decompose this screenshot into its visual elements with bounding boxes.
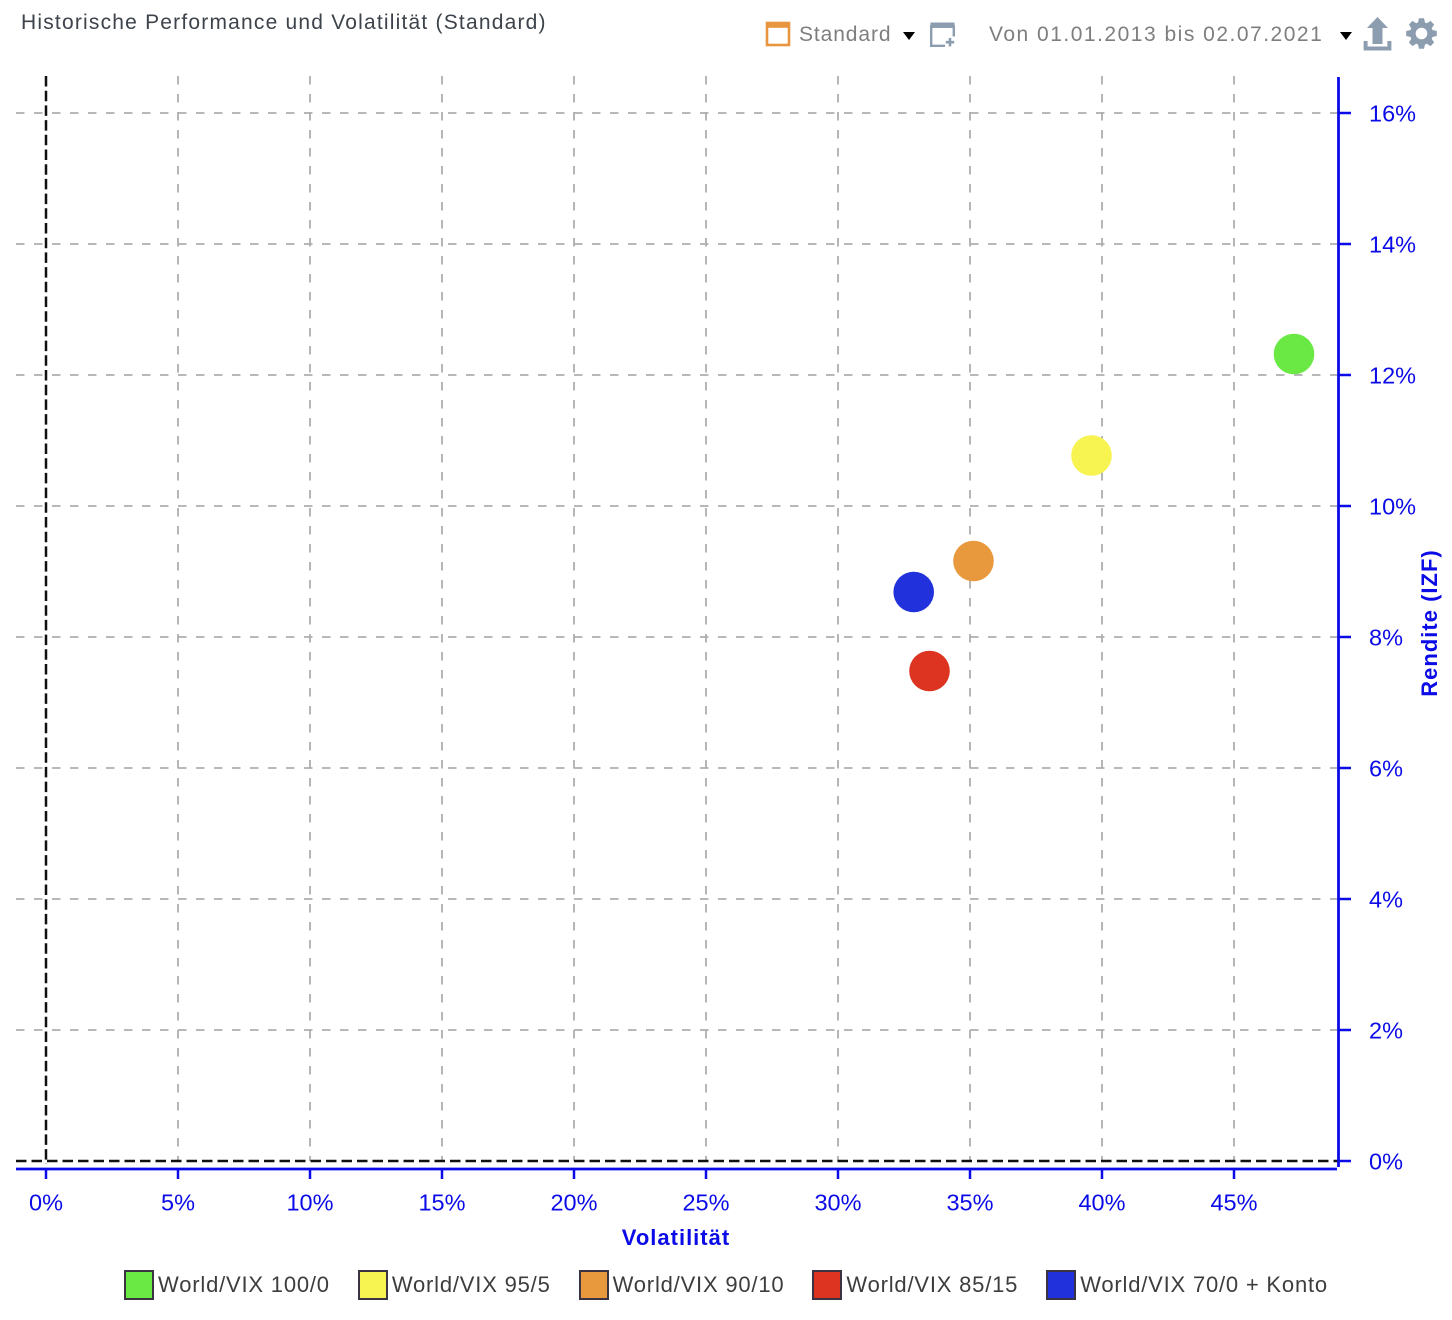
svg-text:16%: 16%	[1369, 100, 1416, 126]
svg-text:6%: 6%	[1369, 755, 1403, 781]
svg-text:Rendite (IZF): Rendite (IZF)	[1417, 549, 1442, 696]
svg-text:35%: 35%	[946, 1190, 993, 1216]
svg-text:40%: 40%	[1078, 1190, 1125, 1216]
svg-text:5%: 5%	[161, 1190, 195, 1216]
svg-text:Volatilität: Volatilität	[622, 1225, 730, 1250]
svg-text:0%: 0%	[29, 1190, 63, 1216]
svg-text:2%: 2%	[1369, 1017, 1403, 1043]
svg-text:15%: 15%	[418, 1190, 465, 1216]
svg-text:8%: 8%	[1369, 624, 1403, 650]
svg-text:45%: 45%	[1210, 1190, 1257, 1216]
svg-text:30%: 30%	[814, 1190, 861, 1216]
svg-text:4%: 4%	[1369, 886, 1403, 912]
svg-text:20%: 20%	[550, 1190, 597, 1216]
svg-text:14%: 14%	[1369, 231, 1416, 257]
svg-text:12%: 12%	[1369, 362, 1416, 388]
svg-text:25%: 25%	[682, 1190, 729, 1216]
svg-text:10%: 10%	[286, 1190, 333, 1216]
svg-text:10%: 10%	[1369, 493, 1416, 519]
svg-text:0%: 0%	[1369, 1148, 1403, 1174]
